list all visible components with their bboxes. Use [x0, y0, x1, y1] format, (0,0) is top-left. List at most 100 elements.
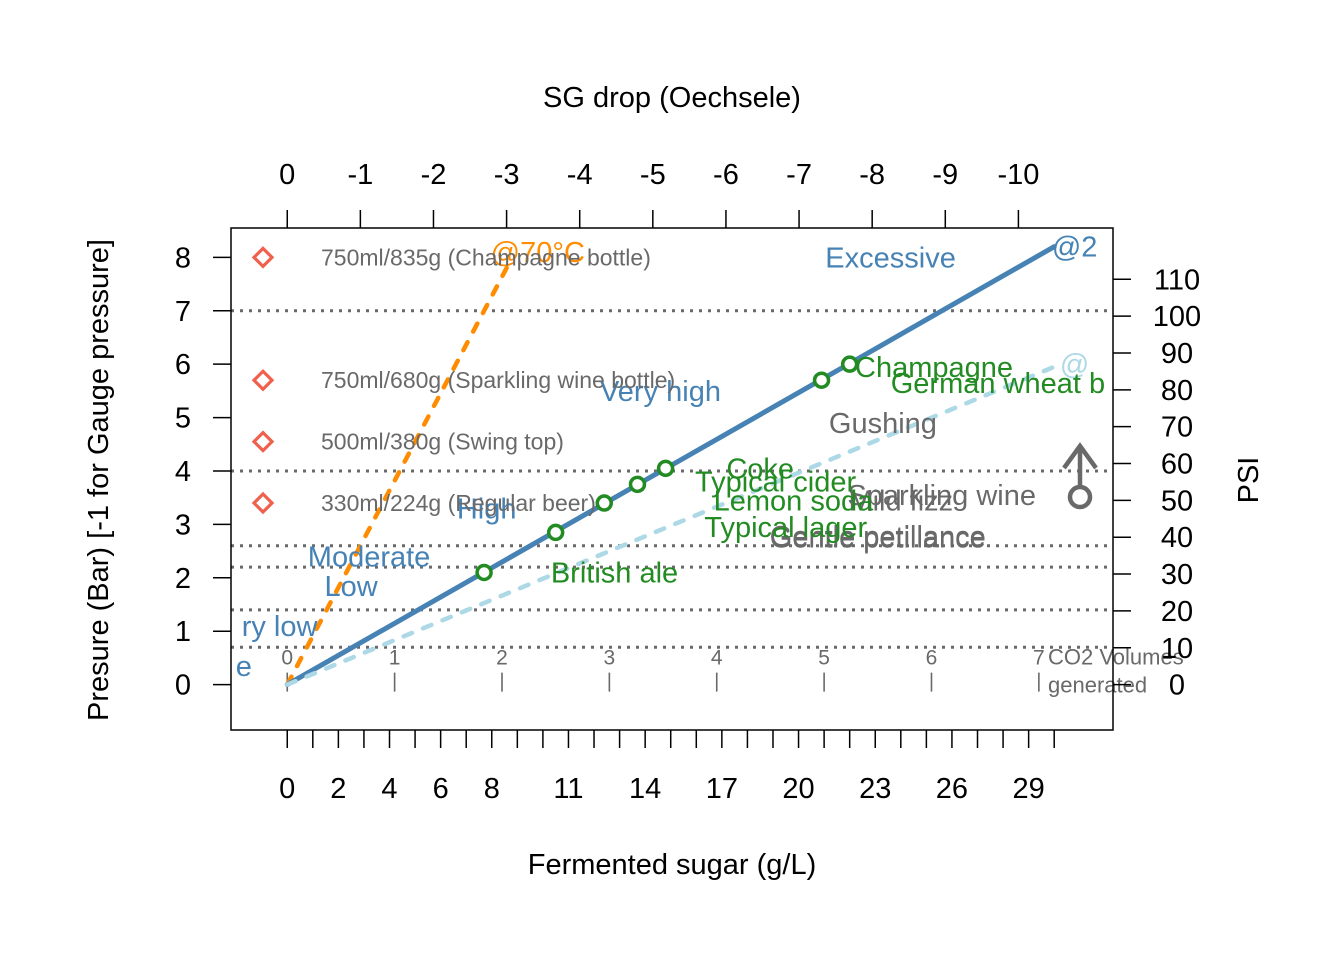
series-line-2: [284, 364, 1057, 687]
x-axis-title: Fermented sugar (g/L): [528, 849, 817, 881]
style-point: [475, 563, 493, 582]
level-label: Moderate: [308, 541, 431, 573]
style-points: [475, 355, 859, 582]
right-tick-label: 70: [1161, 412, 1193, 444]
right-tick-label: 110: [1154, 264, 1200, 296]
perception-label: Mild fizz: [848, 485, 953, 517]
perception-label: Gentle petillance: [770, 521, 986, 553]
right-tick-label: 20: [1161, 596, 1193, 628]
top-axis-title: SG drop (Oechsele): [543, 82, 801, 114]
top-tick-label: -2: [421, 159, 447, 191]
left-tick-label: 6: [175, 349, 191, 381]
right-tick-label: 10: [1161, 633, 1193, 665]
right-tick-label: 40: [1161, 522, 1193, 554]
bottle-marker: [251, 368, 275, 392]
bottle-marker: [251, 491, 275, 515]
bottle-label: 330ml/224g (Regular beer): [321, 490, 596, 516]
top-tick-label: -4: [567, 159, 593, 191]
bottle-markers: 750ml/835g (Champagne bottle) 750ml/680g …: [251, 244, 675, 516]
bottom-tick-label: 4: [381, 773, 397, 805]
left-tick-label: 8: [175, 242, 191, 274]
style-label: Typical lager: [704, 512, 867, 544]
series-end-label: @: [1060, 349, 1089, 381]
co2-tick-label: 6: [926, 647, 938, 670]
series-line-0: [284, 255, 515, 687]
perception-label: Sparkling wine: [847, 480, 1036, 512]
co2-volume-scale: 0 1 2 3 4 5 6 7 CO2 Volumes generated: [281, 645, 1183, 698]
bottom-tick-label: 29: [1013, 773, 1045, 805]
bottle-marker: [251, 246, 275, 269]
top-tick-label: -3: [494, 159, 520, 191]
co2-tick-label: 1: [389, 647, 401, 670]
bottom-tick-label: 26: [936, 773, 968, 805]
bottle-marker: [251, 430, 275, 453]
style-point: [546, 523, 565, 542]
top-tick-label: -10: [997, 159, 1039, 191]
axes: 0 2 4 6 8 11 14 17 20 23 26 290 -1 -2 -3 -4 -5 -6 -7 -8 -9 -1…: [175, 159, 1201, 805]
top-tick-label: -7: [786, 159, 812, 191]
level-label: Excessive: [825, 242, 956, 274]
bottle-label: 750ml/680g (Sparkling wine bottle): [321, 367, 675, 393]
style-label: British ale: [551, 557, 678, 589]
style-label: Lemon soda: [714, 485, 874, 517]
top-tick-label: -8: [859, 159, 885, 191]
style-label: Champagne: [855, 352, 1013, 384]
right-tick-label: 0: [1169, 670, 1185, 702]
level-label: Very high: [600, 376, 721, 408]
style-label: Typical cider: [695, 467, 857, 499]
left-tick-label: 1: [175, 616, 191, 648]
style-point: [656, 459, 675, 478]
plot-frame: [230, 227, 1114, 731]
right-axis-title: PSI: [1233, 457, 1265, 504]
bottom-tick-label: 2: [330, 773, 346, 805]
bottom-tick-label: 6: [433, 773, 449, 805]
bottom-tick-label: 23: [859, 773, 891, 805]
right-tick-label: 30: [1161, 559, 1193, 591]
right-tick-label: 100: [1153, 301, 1201, 333]
left-tick-label: 2: [175, 563, 191, 595]
co2-tick-label: 0: [281, 647, 293, 670]
co2-tick-label: 4: [711, 647, 723, 670]
level-label: ry low: [242, 611, 319, 643]
series-end-label: @70°C: [491, 237, 585, 269]
bottom-tick-label: 17: [706, 773, 738, 805]
co2-scale-label: generated: [1048, 673, 1147, 698]
right-tick-label: 80: [1161, 375, 1193, 407]
bottom-tick-label: 20: [782, 773, 814, 805]
perception-label: Gushing: [829, 408, 937, 440]
style-point: [840, 355, 859, 373]
co2-tick-label: 5: [818, 647, 830, 670]
right-tick-label: 50: [1161, 485, 1193, 517]
style-point: [628, 475, 647, 494]
series-end-label: @2: [1052, 232, 1098, 264]
bottom-tick-label: 8: [484, 773, 500, 805]
top-tick-label: -9: [932, 159, 958, 191]
left-tick-label: 7: [175, 296, 191, 328]
co2-scale-label: CO2 Volumes: [1048, 645, 1184, 670]
level-label: High: [457, 493, 517, 525]
bottle-label: 750ml/835g (Champagne bottle): [321, 244, 651, 270]
left-tick-label: 0: [175, 670, 191, 702]
co2-tick-label: 7: [1033, 647, 1045, 670]
top-tick-label: 0: [279, 159, 295, 191]
gauge-arrow-head: [1062, 442, 1098, 470]
style-point: [595, 494, 614, 512]
style-point: [812, 371, 831, 389]
level-label: Low: [325, 571, 379, 603]
left-tick-label: 4: [175, 456, 191, 488]
top-tick-label: -1: [347, 159, 373, 191]
left-tick-label: 5: [175, 403, 191, 435]
co2-tick-label: 2: [496, 647, 508, 670]
bottom-tick-label: 11: [553, 773, 583, 805]
gauge-icon: [1062, 442, 1098, 510]
bottom-tick-label: 0: [279, 773, 295, 805]
left-tick-label: 3: [175, 509, 191, 541]
bottom-tick-label: 14: [629, 773, 661, 805]
style-label: German wheat b: [891, 368, 1105, 400]
y-axis-title: Presure (Bar) [-1 for Gauge pressure]: [83, 239, 115, 721]
gauge-circle-icon: [1067, 484, 1093, 510]
right-tick-label: 60: [1161, 449, 1193, 481]
co2-tick-label: 3: [604, 647, 616, 670]
bottle-label: 500ml/380g (Swing top): [321, 429, 564, 455]
